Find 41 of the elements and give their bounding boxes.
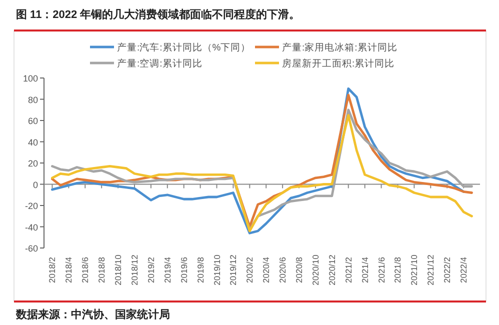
x-tick-label: 2020/10 xyxy=(310,254,320,286)
x-tick-label: 2018/6 xyxy=(80,256,90,283)
x-tick-label: 2020/4 xyxy=(261,256,272,283)
x-tick-label: 2018/8 xyxy=(96,256,107,283)
y-tick-label: -40 xyxy=(24,222,38,232)
x-tick-label: 2020/2 xyxy=(244,256,255,283)
x-tick-label: 2018/2 xyxy=(47,256,58,283)
x-tick-label: 2018/4 xyxy=(64,256,74,283)
x-tick-label: 2020/6 xyxy=(278,256,288,283)
x-tick-label: 2019/2 xyxy=(146,256,156,283)
x-tick-label: 2018/12 xyxy=(129,254,140,286)
legend-label: 房屋新开工面积:累计同比 xyxy=(282,58,395,70)
legend-label: 产量:家用电冰箱:累计同比 xyxy=(282,42,398,54)
x-tick-label: 2019/6 xyxy=(178,256,189,283)
x-tick-label: 2021/12 xyxy=(426,254,436,286)
x-tick-label: 2019/12 xyxy=(228,254,238,286)
x-tick-label: 2019/4 xyxy=(162,256,172,283)
y-tick-label: 20 xyxy=(28,158,38,168)
x-tick-label: 2021/10 xyxy=(409,254,420,286)
y-tick-label: 60 xyxy=(28,116,38,126)
x-tick-label: 2021/4 xyxy=(360,256,370,283)
y-tick-label: -20 xyxy=(24,201,38,211)
source-note: 数据来源：中汽协、国家统计局 xyxy=(15,308,170,321)
x-tick-label: 2021/8 xyxy=(392,256,403,283)
x-tick-label: 2019/10 xyxy=(212,254,222,286)
x-tick-label: 2019/8 xyxy=(195,256,206,283)
x-tick-label: 2021/2 xyxy=(343,256,354,283)
legend-label: 产量:汽车:累计同比（%下同） xyxy=(117,42,251,54)
y-tick-label: 100 xyxy=(22,74,38,84)
x-tick-label: 2022/2 xyxy=(442,256,452,283)
y-tick-label: 80 xyxy=(28,94,38,105)
x-tick-label: 2021/6 xyxy=(376,256,386,283)
y-tick-label: 0 xyxy=(32,180,38,190)
legend-label: 产量:空调:累计同比 xyxy=(117,58,202,70)
y-tick-label: 40 xyxy=(28,137,38,148)
x-tick-label: 2020/8 xyxy=(294,256,304,283)
chart-title: 图 11：2022 年铜的几大消费领域都面临不同程度的下滑。 xyxy=(16,8,300,21)
x-tick-label: 2020/12 xyxy=(326,254,337,286)
x-tick-label: 2022/4 xyxy=(458,256,469,283)
x-tick-label: 2018/10 xyxy=(113,254,124,286)
y-tick-label: -60 xyxy=(24,244,38,254)
